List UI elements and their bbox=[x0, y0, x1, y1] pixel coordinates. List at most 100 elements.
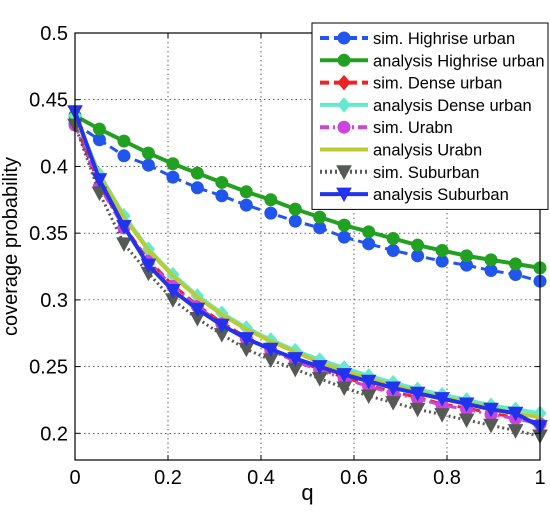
data-point-marker bbox=[264, 206, 278, 220]
data-point-marker bbox=[117, 134, 131, 148]
data-point-marker bbox=[483, 402, 499, 418]
legend-entry: analysis Suburban bbox=[320, 186, 509, 204]
data-point-marker bbox=[92, 122, 106, 136]
data-point-marker bbox=[458, 413, 475, 429]
legend-entry: sim. Suburban bbox=[320, 164, 479, 182]
data-point-marker bbox=[507, 406, 524, 422]
y-tick-label: 0.45 bbox=[29, 90, 68, 112]
x-tick-label: 0.4 bbox=[247, 467, 275, 489]
legend: sim. Highrise urban analysis Highrise urb… bbox=[311, 22, 549, 210]
x-axis-label: q bbox=[301, 480, 313, 505]
data-point-marker bbox=[116, 219, 132, 235]
data-point-marker bbox=[362, 237, 376, 251]
y-tick-label: 0.3 bbox=[40, 290, 68, 312]
data-point-marker bbox=[166, 157, 180, 171]
data-point-marker bbox=[337, 218, 351, 232]
x-tick-label: 0.6 bbox=[340, 467, 368, 489]
data-point-marker bbox=[238, 332, 255, 347]
data-point-marker bbox=[311, 360, 328, 375]
data-point-marker bbox=[337, 120, 351, 134]
data-point-marker bbox=[190, 181, 204, 195]
legend-label: sim. Highrise urban bbox=[373, 30, 515, 48]
legend-label: analysis Highrise urban bbox=[373, 52, 545, 70]
legend-label: analysis Urabn bbox=[373, 142, 482, 160]
series-layer bbox=[67, 105, 548, 445]
data-point-marker bbox=[360, 389, 377, 405]
y-axis-label: coverage probability bbox=[0, 157, 22, 336]
data-point-marker bbox=[435, 244, 449, 258]
data-point-marker bbox=[91, 173, 108, 188]
legend-entry: analysis Dense urban bbox=[320, 97, 532, 115]
series-7 bbox=[67, 118, 548, 445]
series-line bbox=[73, 124, 541, 426]
y-tick-label: 0.25 bbox=[29, 357, 68, 379]
data-point-marker bbox=[215, 175, 229, 189]
x-tick-label: 0.8 bbox=[433, 467, 461, 489]
data-point-marker bbox=[166, 170, 180, 184]
data-point-marker bbox=[411, 238, 425, 252]
data-point-marker bbox=[336, 187, 352, 203]
data-point-marker bbox=[165, 284, 181, 299]
data-point-marker bbox=[337, 230, 351, 244]
x-tick-label: 0.2 bbox=[154, 467, 182, 489]
data-point-marker bbox=[458, 397, 475, 413]
legend-label: analysis Dense urban bbox=[373, 97, 532, 115]
x-tick-label: 1 bbox=[534, 467, 545, 489]
data-point-marker bbox=[434, 392, 450, 407]
data-point-marker bbox=[337, 74, 351, 91]
data-point-marker bbox=[386, 231, 400, 245]
x-tick-label: 0 bbox=[69, 467, 80, 489]
legend-entry: analysis Urabn bbox=[320, 142, 482, 160]
data-point-marker bbox=[239, 185, 253, 199]
data-point-marker bbox=[117, 149, 131, 163]
data-point-marker bbox=[337, 53, 351, 67]
legend-label: sim. Urabn bbox=[373, 119, 453, 137]
data-point-marker bbox=[484, 253, 498, 267]
data-point-marker bbox=[483, 418, 499, 434]
data-point-marker bbox=[288, 214, 302, 228]
data-point-marker bbox=[190, 166, 204, 180]
legend-entry: sim. Highrise urban bbox=[320, 30, 515, 48]
data-point-marker bbox=[409, 386, 426, 402]
data-point-marker bbox=[313, 210, 327, 224]
data-point-marker bbox=[507, 424, 524, 439]
y-tick-label: 0.5 bbox=[40, 23, 68, 45]
ticks: 0 0.2 0.4 0.6 0.8 10.20.250.30.350.40.450.5 bbox=[29, 23, 546, 489]
data-point-marker bbox=[239, 198, 253, 212]
data-point-marker bbox=[385, 381, 401, 396]
data-point-marker bbox=[215, 189, 229, 203]
data-point-marker bbox=[460, 249, 474, 263]
data-point-marker bbox=[214, 318, 230, 334]
series-8 bbox=[67, 105, 548, 435]
legend-label: analysis Suburban bbox=[373, 186, 509, 204]
data-point-marker bbox=[287, 352, 304, 367]
data-point-marker bbox=[360, 374, 377, 390]
data-point-marker bbox=[264, 193, 278, 207]
legend-entry: sim. Urabn bbox=[320, 119, 453, 137]
data-point-marker bbox=[189, 302, 206, 318]
axes-frame bbox=[74, 32, 541, 461]
data-point-marker bbox=[288, 202, 302, 216]
data-point-marker bbox=[386, 244, 400, 258]
data-point-marker bbox=[385, 396, 401, 411]
data-point-marker bbox=[409, 402, 426, 418]
data-point-marker bbox=[337, 97, 351, 113]
data-point-marker bbox=[509, 257, 523, 271]
data-point-marker bbox=[141, 146, 155, 160]
legend-entry: sim. Dense urban bbox=[320, 75, 502, 93]
legend-entry: analysis Highrise urban bbox=[320, 52, 545, 70]
data-point-marker bbox=[116, 237, 132, 252]
data-point-marker bbox=[434, 408, 450, 423]
data-point-marker bbox=[336, 368, 353, 383]
series-2 bbox=[68, 109, 547, 275]
legend-label: sim. Dense urban bbox=[373, 75, 502, 93]
y-tick-label: 0.35 bbox=[29, 223, 68, 245]
data-point-marker bbox=[337, 31, 351, 45]
data-point-marker bbox=[140, 258, 157, 274]
y-tick-label: 0.2 bbox=[40, 423, 68, 445]
legend-label: sim. Suburban bbox=[373, 164, 479, 182]
data-point-marker bbox=[262, 342, 279, 358]
y-tick-label: 0.4 bbox=[40, 156, 68, 178]
